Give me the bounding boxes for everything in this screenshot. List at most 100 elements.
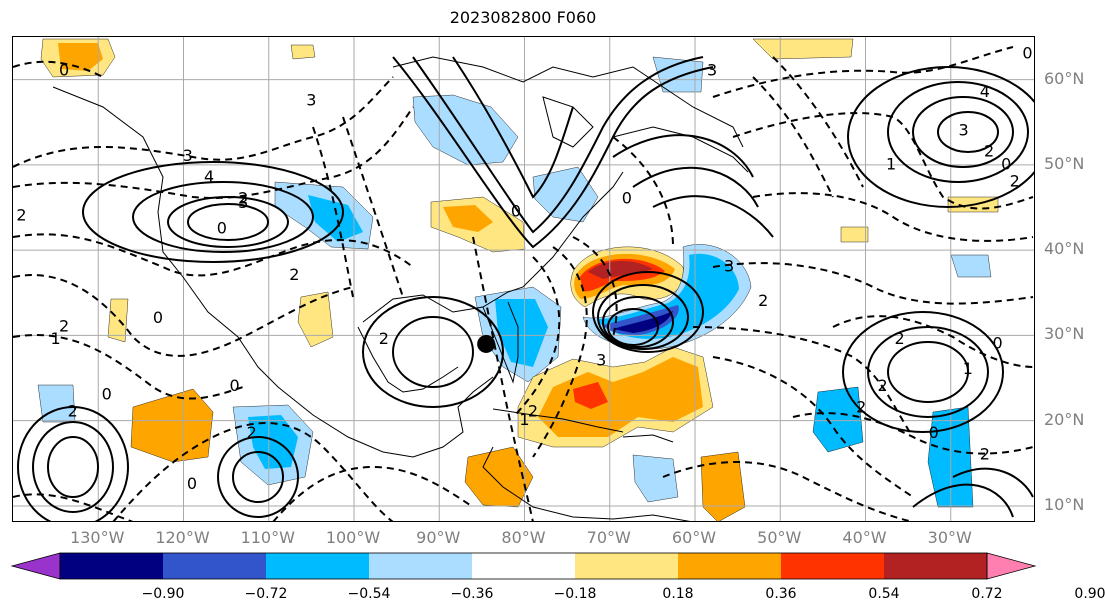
contour-label: 2 [16, 206, 26, 225]
shade-positive [573, 382, 608, 409]
colorbar-tick-label: 0.36 [765, 586, 797, 602]
shade-negative [433, 105, 483, 147]
shade-positive [752, 38, 854, 60]
shade-positive [107, 298, 129, 343]
latitude-label: 60°N [1044, 68, 1085, 88]
colorbar-segment [163, 553, 266, 579]
colorbar-tick-label: −0.36 [450, 586, 494, 602]
contour-label: 3 [724, 257, 734, 276]
shade-negative [248, 415, 298, 469]
contour-label: 0 [217, 218, 227, 237]
longitude-label: 30°W [927, 528, 972, 547]
contour-label: 3 [306, 90, 316, 109]
contour-label: 0 [187, 474, 197, 493]
longitude-label: 110°W [240, 528, 295, 547]
contour-label: 0 [153, 308, 163, 327]
colorbar-segment [60, 553, 163, 579]
shade-positive [443, 205, 493, 232]
colorbar-tick-label: 0.90 [1074, 586, 1105, 602]
contour-label: 2 [238, 189, 248, 208]
contour-label: 3 [707, 61, 717, 80]
longitude-label: 40°W [842, 528, 887, 547]
colorbar-segment [884, 553, 987, 579]
contour-label: 2 [59, 316, 69, 335]
contour-label: 2 [247, 423, 257, 442]
contour-label: 2 [289, 265, 299, 284]
shade-negative [308, 195, 363, 242]
colorbar-tick-label: −0.72 [244, 586, 288, 602]
shade-negative [632, 454, 679, 503]
latitude-label: 30°N [1044, 324, 1085, 344]
shade-positive [297, 291, 334, 348]
longitude-label: 80°W [501, 528, 546, 547]
contour-label: 1 [51, 329, 61, 348]
map-title: 2023082800 F060 [449, 8, 597, 27]
contour-label: 4 [204, 167, 214, 186]
shade-negative [613, 311, 673, 333]
longitude-label: 90°W [416, 528, 461, 547]
contour-label: 0 [102, 385, 112, 404]
colorbar-segment [472, 553, 575, 579]
contour-label: 0 [993, 333, 1003, 352]
contour-label: 0 [511, 201, 521, 220]
contour-label: 1 [519, 410, 529, 429]
contour-label: 4 [980, 82, 990, 101]
latitude-label: 50°N [1044, 153, 1085, 173]
colorbar [10, 552, 1037, 580]
colorbar-segment [678, 553, 781, 579]
contour-label: 2 [877, 376, 887, 395]
location-marker [477, 334, 496, 353]
shade-positive [130, 388, 214, 463]
colorbar-outline [59, 552, 988, 580]
contour-label: 2 [895, 329, 905, 348]
shade-positive [840, 226, 869, 243]
contour-label: 2 [68, 402, 78, 421]
longitude-label: 100°W [325, 528, 381, 547]
contour-label: 2 [984, 142, 994, 161]
contour-label: 2 [856, 397, 866, 416]
contour-label: 1 [963, 359, 973, 378]
colorbar-tick-label: −0.54 [347, 586, 391, 602]
shade-positive [464, 446, 534, 508]
longitude-label: 60°W [671, 528, 717, 547]
colorbar-tick-label: −0.90 [141, 586, 185, 602]
latitude-label: 20°N [1044, 409, 1085, 429]
shade-negative [812, 386, 864, 453]
colorbar-segment [266, 553, 369, 579]
longitude-label: 130°W [70, 528, 125, 547]
contour-label: 0 [1022, 44, 1032, 63]
contour-label: 3 [183, 146, 193, 165]
colorbar-segment [575, 553, 678, 579]
shade-positive [538, 357, 703, 437]
dashed-contours [13, 46, 1034, 521]
colorbar-tick-label: 0.18 [662, 586, 694, 602]
longitude-label: 120°W [155, 528, 210, 547]
latitude-label: 10°N [1044, 494, 1085, 514]
contour-label: 0 [1001, 154, 1011, 173]
colorbar-tick-label: 0.72 [971, 586, 1003, 602]
contour-label: 2 [980, 444, 990, 463]
contour-label: 0 [929, 423, 939, 442]
shade-negative [495, 299, 548, 367]
colorbar-tick-label: −0.18 [553, 586, 597, 602]
latitude-label: 40°N [1044, 239, 1085, 259]
contour-label: 1 [886, 154, 896, 173]
contour-label: 3 [596, 351, 606, 370]
contour-label: 2 [528, 402, 538, 421]
longitude-label: 70°W [586, 528, 631, 547]
colorbar-extend-low [10, 552, 61, 580]
solid-contours [17, 56, 1034, 521]
shade-positive [290, 44, 316, 60]
shade-positive [700, 451, 746, 521]
graticule [13, 37, 1034, 521]
shade-positive [58, 43, 103, 71]
contour-label: 2 [379, 329, 389, 348]
colorbar-segment [369, 553, 472, 579]
contour-label: 2 [758, 291, 768, 310]
contour-label: 0 [59, 61, 69, 80]
contour-label: 3 [238, 193, 248, 212]
contour-label: 0 [230, 376, 240, 395]
